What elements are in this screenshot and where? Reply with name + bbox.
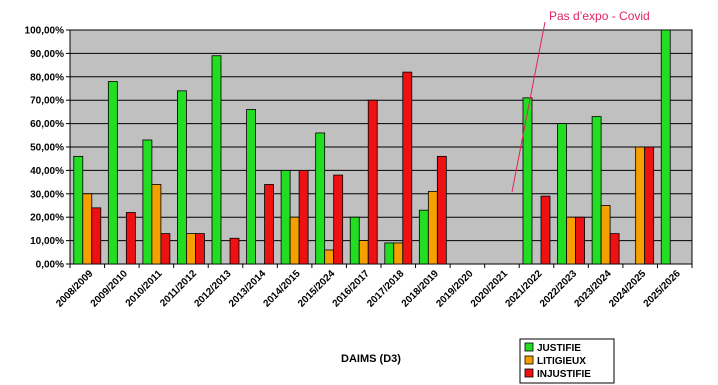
bar-injustifie-2017-2018	[402, 71, 413, 265]
legend-swatch-justifie	[524, 342, 534, 352]
y-tick-label: 0,00%	[36, 260, 64, 271]
bar-litigieux-2015-2024	[324, 249, 335, 265]
bar-injustifie-2012-2013	[229, 237, 240, 265]
legend: JUSTIFIE LITIGIEUX INJUSTIFIE	[519, 338, 615, 384]
bars	[73, 29, 671, 265]
bar-injustifie-2011-2012	[195, 233, 205, 265]
bar-justifie-2023-2024	[591, 116, 602, 265]
bar-justifie-2011-2012	[177, 90, 187, 265]
y-tick-label: 90,00%	[30, 49, 64, 60]
legend-label-justifie: JUSTIFIE	[537, 343, 581, 354]
bar-injustifie-2008-2009	[91, 207, 102, 265]
x-tick-label: 2025/2026	[642, 268, 684, 310]
bar-justifie-2014-2015	[280, 169, 291, 265]
bar-injustifie-2024-2025	[644, 146, 655, 265]
y-tick-label: 20,00%	[30, 213, 64, 224]
bar-justifie-2022-2023	[557, 123, 567, 265]
bar-injustifie-2014-2015	[298, 169, 309, 265]
bar-injustifie-2021-2022	[540, 195, 551, 265]
bar-litigieux-2023-2024	[600, 205, 611, 265]
y-tick-label: 30,00%	[30, 189, 64, 200]
bar-justifie-2017-2018	[384, 242, 395, 265]
bar-injustifie-2022-2023	[575, 216, 585, 265]
y-tick-label: 60,00%	[30, 119, 64, 130]
bar-litigieux-2024-2025	[635, 146, 646, 265]
bar-justifie-2010-2011	[142, 139, 153, 265]
legend-swatch-litigieux	[524, 355, 534, 365]
bar-injustifie-2023-2024	[609, 233, 620, 265]
bar-justifie-2015-2024	[315, 132, 326, 265]
y-axis-ticks: 0,00% 10,00% 20,00% 30,00% 40,00% 50,00% 60,00…	[25, 26, 70, 271]
bar-justifie-2016-2017	[349, 216, 360, 265]
bar-litigieux-2017-2018	[393, 242, 404, 265]
legend-swatch-injustifie	[524, 368, 534, 378]
bar-justifie-2018-2019	[418, 209, 429, 265]
x-axis-ticks: 2008/20092009/20102010/20112011/20122012…	[54, 264, 693, 310]
plot-area	[69, 29, 693, 265]
bar-justifie-2013-2014	[246, 109, 256, 265]
bar-litigieux-2011-2012	[186, 233, 196, 265]
bar-justifie-2012-2013	[211, 55, 222, 265]
bar-litigieux-2016-2017	[358, 240, 369, 265]
y-tick-label: 50,00%	[30, 143, 64, 154]
bar-justifie-2009-2010	[107, 81, 118, 265]
x-axis-title: DAIMS (D3)	[341, 353, 401, 365]
bar-injustifie-2010-2011	[160, 233, 171, 265]
bar-injustifie-2018-2019	[436, 155, 447, 265]
legend-label-injustifie: INJUSTIFIE	[537, 369, 591, 380]
bar-litigieux-2022-2023	[566, 216, 576, 265]
legend-box	[519, 338, 615, 384]
bar-injustifie-2015-2024	[333, 174, 344, 265]
legend-label-litigieux: LITIGIEUX	[537, 356, 586, 367]
annotation-text: Pas d’expo - Covid	[549, 9, 650, 23]
bar-litigieux-2018-2019	[427, 191, 438, 265]
bar-justifie-2025-2026	[660, 29, 671, 265]
annotation-line	[511, 21, 546, 193]
y-tick-label: 70,00%	[30, 96, 64, 107]
bar-litigieux-2014-2015	[289, 216, 300, 265]
x-tick-label: 2009/2010	[89, 268, 131, 310]
bar-litigieux-2008-2009	[82, 193, 93, 265]
bar-injustifie-2013-2014	[264, 184, 274, 265]
y-tick-label: 80,00%	[30, 72, 64, 83]
bar-justifie-2021-2022	[522, 97, 533, 265]
bar-justifie-2008-2009	[73, 155, 84, 265]
bar-injustifie-2016-2017	[367, 99, 378, 265]
annotation: Pas d’expo - Covid	[511, 9, 650, 193]
y-tick-label: 40,00%	[30, 166, 64, 177]
bar-litigieux-2010-2011	[151, 184, 162, 265]
bar-injustifie-2009-2010	[125, 212, 136, 265]
y-tick-label: 100,00%	[25, 26, 65, 37]
y-tick-label: 10,00%	[30, 236, 64, 247]
